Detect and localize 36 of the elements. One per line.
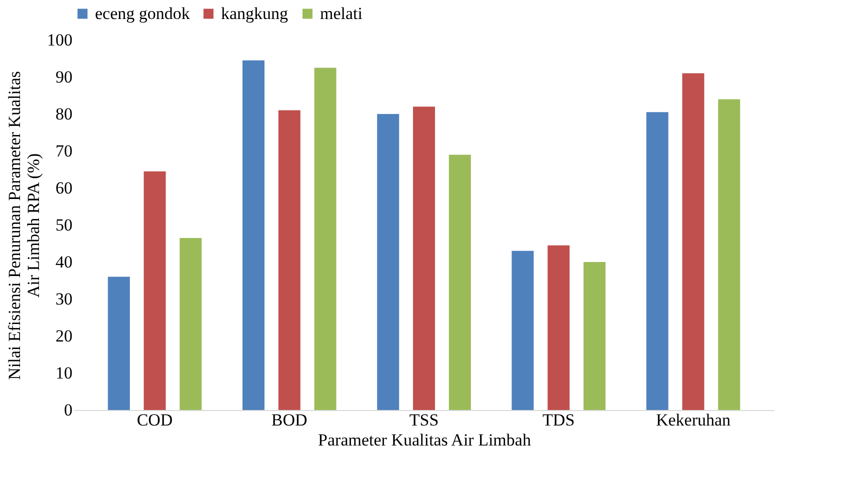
y-axis-title: Nilai Efisiensi Penurunan Parameter Kualitas Air Limbah RPA (%) [5, 71, 43, 380]
bar [108, 276, 130, 410]
y-tick-label: 70 [56, 142, 72, 160]
x-axis-title: Parameter Kualitas Air Limbah [318, 430, 532, 450]
bar [448, 154, 471, 410]
bar [242, 60, 264, 410]
bar [144, 171, 166, 410]
bar [314, 68, 336, 410]
bar [377, 114, 400, 410]
y-tick-label: 20 [56, 326, 72, 346]
x-tick-label: TSS [409, 410, 439, 430]
y-tick-label: 40 [56, 252, 72, 272]
y-tick-label: 50 [56, 216, 72, 234]
legend-label: eceng gondok [95, 4, 190, 23]
legend-label: kangkung [221, 4, 289, 23]
y-tick-label: 10 [56, 364, 72, 382]
bar [548, 245, 570, 410]
y-tick-label: 0 [64, 400, 72, 420]
bar [682, 73, 704, 410]
bar [413, 106, 435, 410]
bar [584, 262, 606, 410]
x-tick-label: COD [136, 410, 173, 430]
bar [646, 112, 668, 410]
y-tick-label: 60 [56, 178, 72, 198]
y-tick-label: 100 [47, 30, 72, 50]
bar [512, 250, 534, 410]
bar [718, 99, 740, 410]
x-tick-label: Kekeruhan [656, 410, 732, 430]
y-tick-label: 90 [56, 68, 72, 86]
legend-label: melati [320, 4, 363, 23]
bar [278, 110, 300, 410]
x-tick-label: TDS [542, 410, 575, 430]
x-tick-label: BOD [271, 410, 308, 430]
y-tick-label: 30 [56, 290, 72, 308]
y-tick-label: 80 [56, 104, 72, 124]
bar [180, 238, 202, 410]
